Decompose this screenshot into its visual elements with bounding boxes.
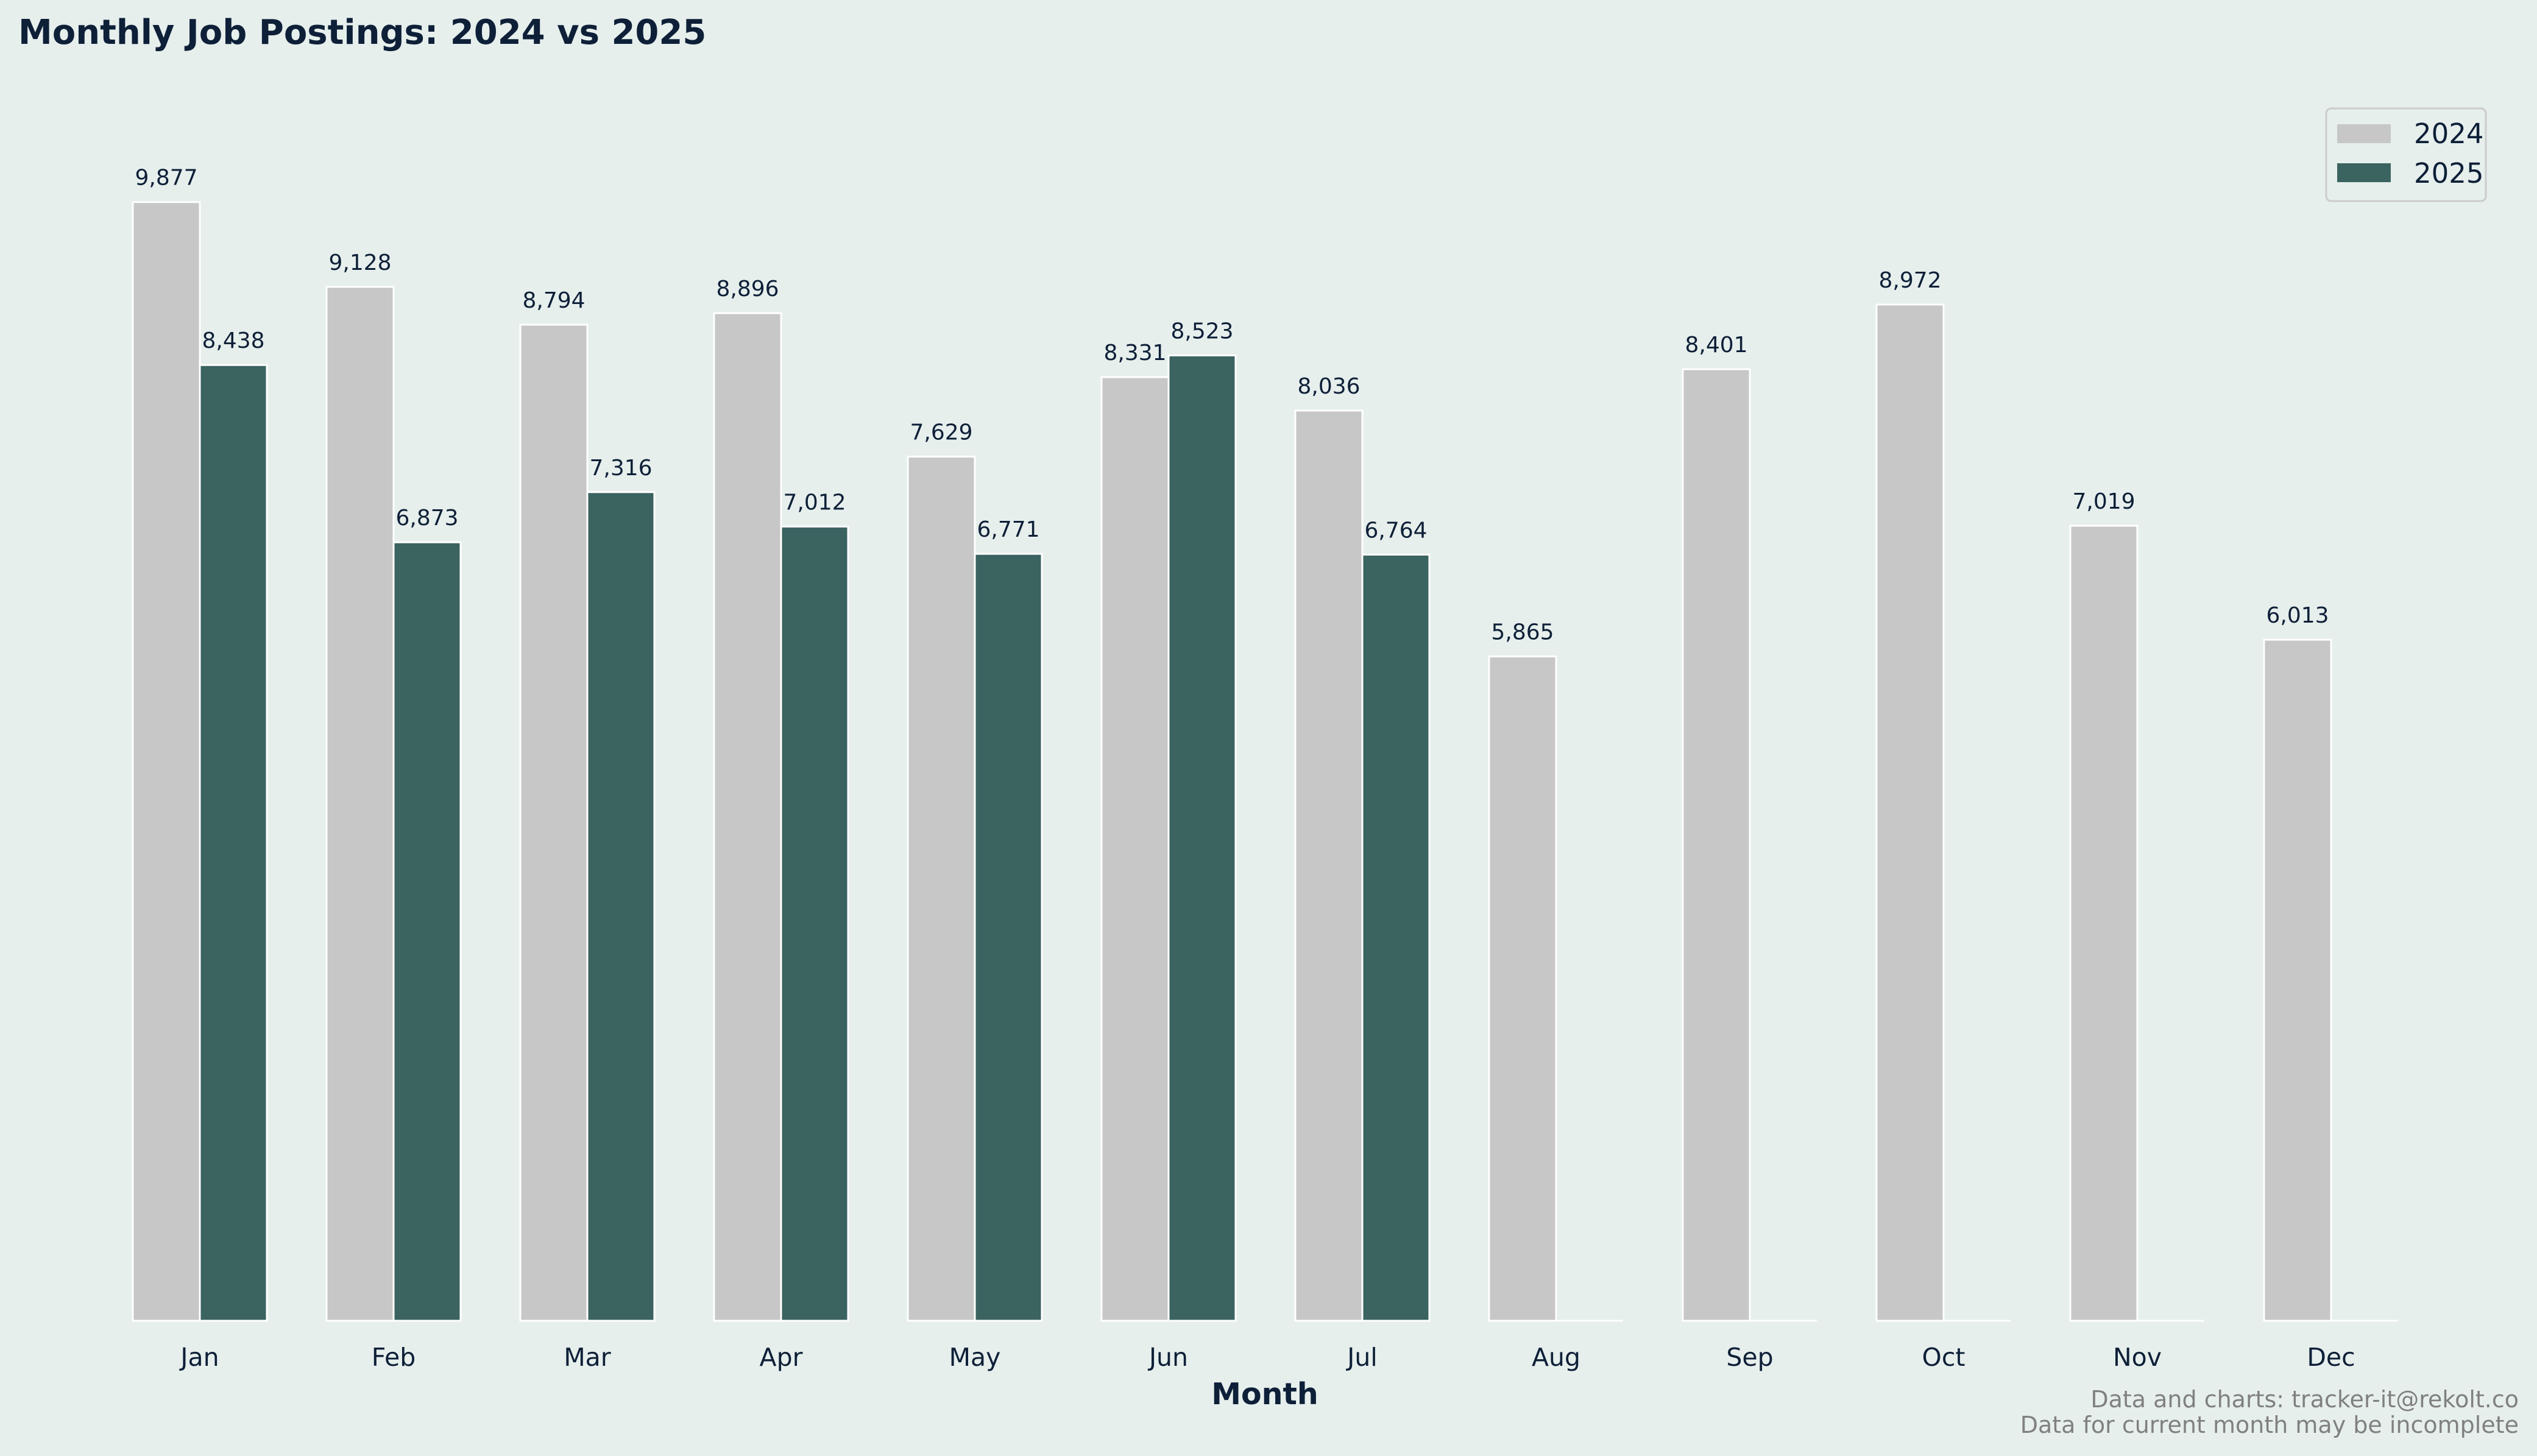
bar-label-jan-2025: 8,438 xyxy=(202,328,264,353)
bar-may-2024 xyxy=(907,456,976,1322)
bar-label-jun-2025: 8,523 xyxy=(1170,319,1233,344)
bar-label-feb-2025: 6,873 xyxy=(395,506,458,531)
x-ticks-group: Jan Feb Mar Apr May Jun Jul Aug Sep Oct Nov Dec xyxy=(179,1343,2355,1372)
legend-swatch-2025 xyxy=(2337,163,2391,182)
bar-jan-2024 xyxy=(132,201,201,1322)
bar-label-may-2024: 7,629 xyxy=(910,420,972,445)
footnote-credit: Data and charts: tracker-it@rekolt.co xyxy=(2090,1386,2519,1413)
bar-label-dec-2024: 6,013 xyxy=(2266,603,2329,628)
x-tick-may: May xyxy=(949,1343,1001,1372)
legend: 2024 2025 xyxy=(2325,107,2487,202)
bar-apr-2025 xyxy=(780,525,849,1322)
bar-mar-2025 xyxy=(586,491,656,1322)
bar-label-sep-2024: 8,401 xyxy=(1685,333,1747,358)
bar-aug-2024 xyxy=(1488,656,1557,1322)
bar-oct-2024 xyxy=(1875,303,1945,1322)
x-tick-sep: Sep xyxy=(1726,1343,1773,1372)
bar-label-mar-2025: 7,316 xyxy=(589,456,652,481)
chart-title: Monthly Job Postings: 2024 vs 2025 xyxy=(18,13,706,52)
bar-sep-2024 xyxy=(1682,368,1751,1322)
bar-label-feb-2024: 9,128 xyxy=(328,250,391,275)
bar-feb-2024 xyxy=(325,286,395,1322)
x-tick-jan: Jan xyxy=(179,1343,219,1372)
bar-feb-2025 xyxy=(392,541,462,1322)
bar-jul-2025 xyxy=(1361,553,1431,1322)
x-tick-oct: Oct xyxy=(1922,1343,1966,1372)
bar-label-jul-2024: 8,036 xyxy=(1297,374,1360,399)
bar-dec-2024 xyxy=(2263,638,2332,1322)
bar-apr-2024 xyxy=(713,312,782,1322)
bar-nov-2024 xyxy=(2069,525,2139,1322)
x-tick-aug: Aug xyxy=(1532,1343,1580,1372)
x-tick-dec: Dec xyxy=(2307,1343,2355,1372)
legend-swatch-2024 xyxy=(2337,124,2391,143)
bar-label-jun-2024: 8,331 xyxy=(1103,341,1166,366)
bar-jul-2024 xyxy=(1294,409,1364,1322)
bar-jun-2024 xyxy=(1100,376,1170,1322)
bar-label-apr-2025: 7,012 xyxy=(783,490,846,515)
x-tick-feb: Feb xyxy=(372,1343,416,1372)
x-tick-nov: Nov xyxy=(2113,1343,2162,1372)
bar-labels-group: 9,877 8,438 9,128 6,873 8,794 7,316 8,896 7,012… xyxy=(135,166,2329,645)
bar-may-2025 xyxy=(974,553,1043,1322)
bar-label-jan-2024: 9,877 xyxy=(135,166,197,191)
x-tick-jul: Jul xyxy=(1345,1343,1377,1372)
bar-label-nov-2024: 7,019 xyxy=(2072,489,2135,514)
x-axis-label: Month xyxy=(1211,1377,1318,1412)
footnote-note: Data for current month may be incomplete xyxy=(2020,1412,2519,1438)
bar-jan-2025 xyxy=(199,364,268,1322)
bar-label-jul-2025: 6,764 xyxy=(1364,518,1427,543)
bar-label-apr-2024: 8,896 xyxy=(716,277,779,302)
legend-label-2024: 2024 xyxy=(2414,118,2484,150)
x-tick-jun: Jun xyxy=(1147,1343,1188,1372)
bar-label-mar-2024: 8,794 xyxy=(522,288,585,313)
bar-label-oct-2024: 8,972 xyxy=(1878,268,1941,293)
bar-label-may-2025: 6,771 xyxy=(977,517,1039,542)
bar-mar-2024 xyxy=(519,323,589,1322)
bars-group xyxy=(132,201,2398,1322)
bar-jun-2025 xyxy=(1167,354,1237,1322)
legend-label-2025: 2025 xyxy=(2414,157,2484,189)
x-tick-mar: Mar xyxy=(564,1343,610,1372)
bar-label-aug-2024: 5,865 xyxy=(1491,620,1554,645)
x-tick-apr: Apr xyxy=(760,1343,803,1372)
